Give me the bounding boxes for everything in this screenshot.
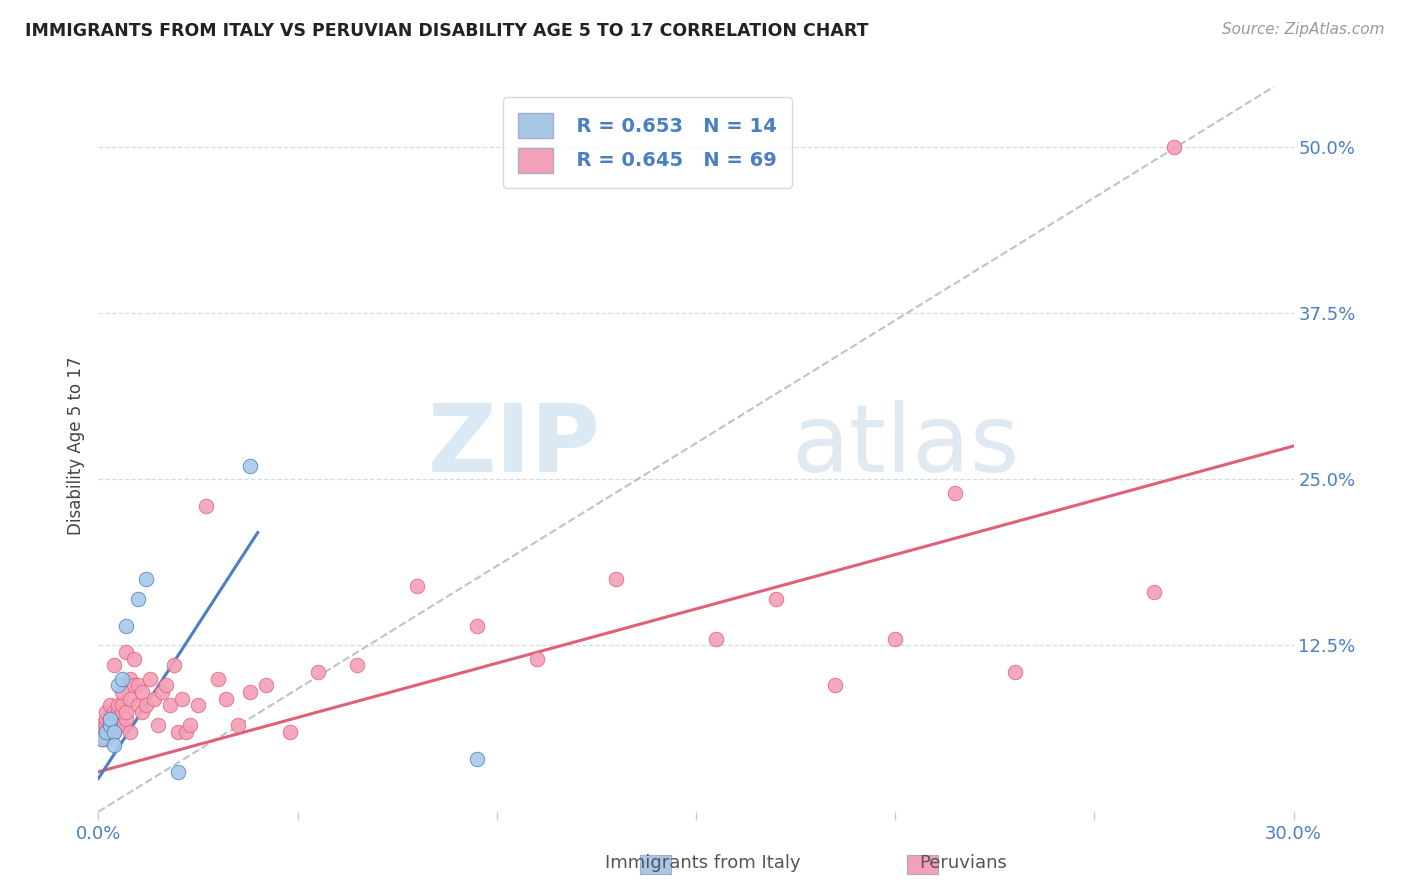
Point <box>96 731 118 746</box>
Point <box>215 691 238 706</box>
Point <box>1004 665 1026 679</box>
Text: ZIP: ZIP <box>427 400 600 492</box>
Point <box>278 725 301 739</box>
Point <box>131 705 153 719</box>
Point <box>167 764 190 779</box>
Point <box>107 698 129 713</box>
Point <box>605 572 627 586</box>
Point <box>239 458 262 473</box>
Point <box>187 698 209 713</box>
Y-axis label: Disability Age 5 to 17: Disability Age 5 to 17 <box>66 357 84 535</box>
Point <box>98 718 122 732</box>
Point <box>127 591 149 606</box>
Point <box>124 652 146 666</box>
Point <box>120 725 142 739</box>
Point <box>107 718 129 732</box>
Point <box>120 691 142 706</box>
Point <box>91 731 114 746</box>
Point <box>98 698 122 713</box>
Point <box>103 725 125 739</box>
Point <box>115 705 138 719</box>
Point <box>465 751 488 765</box>
Point <box>159 698 181 713</box>
Point <box>98 718 122 732</box>
Point <box>120 672 142 686</box>
Point <box>107 705 129 719</box>
Point <box>115 645 138 659</box>
Point <box>103 705 125 719</box>
Point <box>143 691 166 706</box>
Point <box>96 725 118 739</box>
Point <box>167 725 190 739</box>
Point <box>943 485 966 500</box>
Point <box>179 718 201 732</box>
Point <box>96 718 118 732</box>
Point <box>1143 585 1166 599</box>
Point <box>163 658 186 673</box>
Point <box>172 691 194 706</box>
Point <box>98 725 122 739</box>
Point <box>103 712 125 726</box>
Point <box>103 738 125 752</box>
Point <box>207 672 229 686</box>
Point <box>107 678 129 692</box>
Point <box>174 725 197 739</box>
Point <box>96 712 118 726</box>
Point <box>254 678 277 692</box>
Point <box>124 678 146 692</box>
Point <box>111 705 134 719</box>
Point <box>148 718 170 732</box>
Point <box>406 579 429 593</box>
Point <box>91 731 114 746</box>
Point <box>195 499 218 513</box>
Point <box>226 718 249 732</box>
Point <box>135 572 157 586</box>
Point <box>884 632 907 646</box>
Point <box>135 698 157 713</box>
Point <box>111 672 134 686</box>
Point <box>115 712 138 726</box>
Point <box>131 685 153 699</box>
Point <box>127 698 149 713</box>
Text: Peruvians: Peruvians <box>920 855 1007 872</box>
Point <box>1163 140 1185 154</box>
Text: Source: ZipAtlas.com: Source: ZipAtlas.com <box>1222 22 1385 37</box>
Point <box>103 725 125 739</box>
Text: atlas: atlas <box>792 400 1019 492</box>
Point <box>127 678 149 692</box>
Point <box>704 632 727 646</box>
Point <box>111 698 134 713</box>
Point <box>115 618 138 632</box>
Point <box>526 652 548 666</box>
Point <box>239 685 262 699</box>
Point <box>346 658 368 673</box>
Point <box>465 618 488 632</box>
Text: Immigrants from Italy: Immigrants from Italy <box>605 855 801 872</box>
Point <box>96 705 118 719</box>
Legend:   R = 0.653   N = 14,   R = 0.645   N = 69: R = 0.653 N = 14, R = 0.645 N = 69 <box>502 97 792 188</box>
Point <box>91 718 114 732</box>
Point <box>139 672 162 686</box>
Text: IMMIGRANTS FROM ITALY VS PERUVIAN DISABILITY AGE 5 TO 17 CORRELATION CHART: IMMIGRANTS FROM ITALY VS PERUVIAN DISABI… <box>25 22 869 40</box>
Point <box>155 678 177 692</box>
Point <box>91 725 114 739</box>
Point <box>765 591 787 606</box>
Point <box>307 665 329 679</box>
Point <box>103 658 125 673</box>
Point <box>824 678 846 692</box>
Point <box>107 718 129 732</box>
Point <box>98 712 122 726</box>
Point <box>150 685 173 699</box>
Point <box>111 718 134 732</box>
Point <box>111 685 134 699</box>
Point <box>98 712 122 726</box>
